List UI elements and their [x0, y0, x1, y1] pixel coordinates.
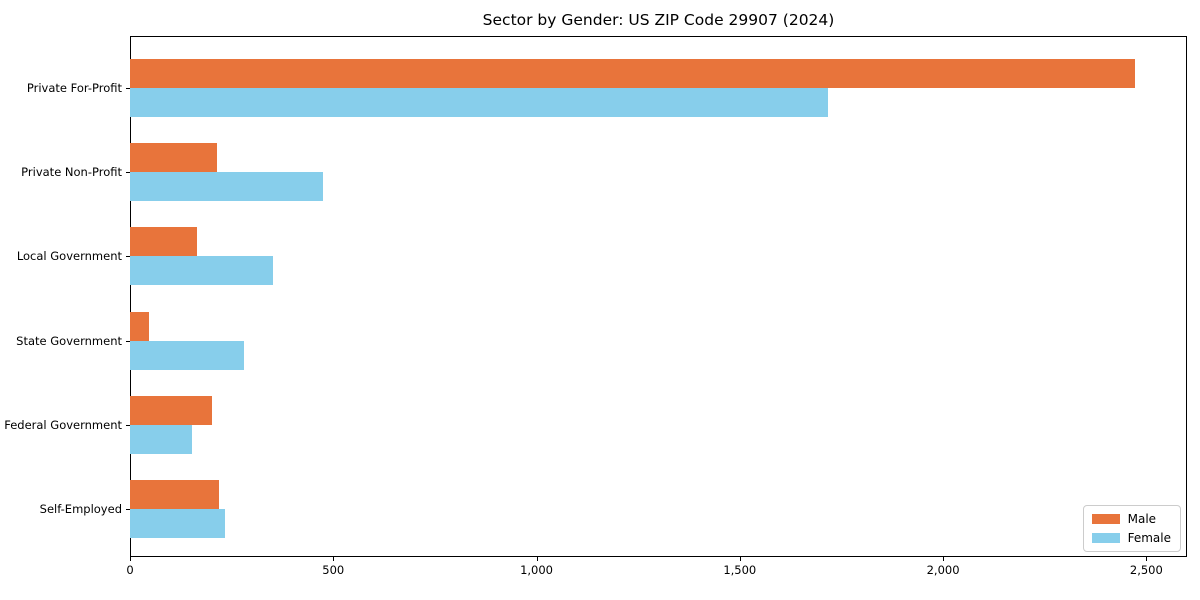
- bar-female-private-non-profit: [130, 172, 323, 202]
- bar-male-state-government: [130, 311, 150, 341]
- ytick-mark: [126, 340, 130, 342]
- bar-female-private-for-profit: [130, 88, 829, 117]
- plot-area: Male Female: [130, 36, 1187, 557]
- ytick-label-self-employed: Self-Employed: [39, 502, 122, 516]
- ytick-label-private-for-profit: Private For-Profit: [26, 81, 122, 95]
- ytick-mark: [126, 424, 130, 426]
- legend-label-female: Female: [1127, 531, 1171, 545]
- xtick-mark: [333, 557, 335, 561]
- bar-male-local-government: [130, 227, 198, 257]
- xtick-mark: [943, 557, 945, 561]
- legend-label-male: Male: [1127, 512, 1157, 526]
- ytick-mark: [126, 256, 130, 258]
- xtick-label-1500: 1,500: [723, 563, 757, 577]
- bar-female-state-government: [130, 340, 244, 370]
- legend-swatch-female: [1091, 533, 1120, 543]
- bar-male-self-employed: [130, 480, 220, 509]
- xtick-label-1000: 1,000: [520, 563, 553, 577]
- legend-item-female: Female: [1091, 531, 1171, 545]
- xtick-label-2500: 2,500: [1129, 563, 1163, 577]
- ytick-label-federal-government: Federal Government: [4, 417, 122, 432]
- legend-item-male: Male: [1091, 512, 1171, 526]
- ytick-mark: [126, 88, 130, 89]
- legend: Male Female: [1082, 505, 1181, 552]
- chart-title: Sector by Gender: US ZIP Code 29907 (202…: [482, 11, 835, 29]
- ytick-mark: [126, 509, 130, 510]
- bar-female-local-government: [130, 256, 274, 286]
- bar-male-private-non-profit: [130, 143, 217, 173]
- bar-male-private-for-profit: [130, 59, 1136, 88]
- xtick-label-500: 500: [322, 563, 345, 577]
- xtick-label-2000: 2,000: [926, 563, 960, 577]
- legend-swatch-male: [1091, 514, 1120, 524]
- xtick-mark: [739, 557, 741, 561]
- ytick-label-private-non-profit: Private Non-Profit: [21, 165, 122, 180]
- ytick-label-local-government: Local Government: [16, 249, 122, 264]
- bar-female-federal-government: [130, 424, 192, 454]
- ytick-mark: [126, 172, 130, 174]
- xtick-label-0: 0: [126, 563, 134, 577]
- xtick-mark: [536, 557, 538, 561]
- xtick-mark: [1146, 557, 1148, 561]
- bar-male-federal-government: [130, 395, 213, 425]
- ytick-label-state-government: State Government: [16, 333, 122, 348]
- bar-female-self-employed: [130, 509, 226, 538]
- xtick-mark: [130, 557, 131, 561]
